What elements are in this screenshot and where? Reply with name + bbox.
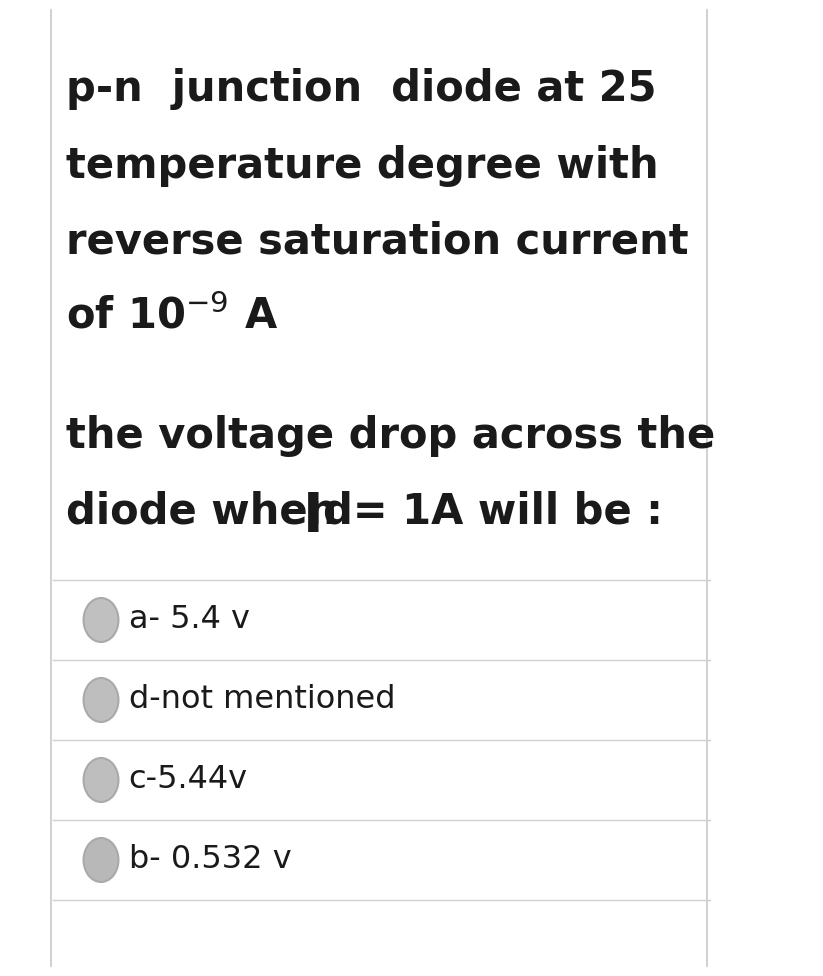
- Text: d= 1A will be :: d= 1A will be :: [323, 490, 663, 532]
- Text: p-n  junction  diode at 25: p-n junction diode at 25: [66, 68, 657, 110]
- Text: d-not mentioned: d-not mentioned: [128, 684, 395, 715]
- Text: c-5.44v: c-5.44v: [128, 764, 248, 795]
- Text: reverse saturation current: reverse saturation current: [66, 220, 689, 262]
- Text: a- 5.4 v: a- 5.4 v: [128, 604, 249, 635]
- Text: diode when: diode when: [66, 490, 352, 532]
- Ellipse shape: [84, 758, 119, 802]
- Ellipse shape: [84, 598, 119, 642]
- Text: of 10$^{-9}$ A: of 10$^{-9}$ A: [66, 295, 278, 338]
- Text: the voltage drop across the: the voltage drop across the: [66, 415, 715, 457]
- Text: b- 0.532 v: b- 0.532 v: [128, 844, 291, 875]
- Text: I: I: [303, 490, 323, 544]
- Ellipse shape: [84, 838, 119, 882]
- Text: temperature degree with: temperature degree with: [66, 145, 658, 187]
- Ellipse shape: [84, 678, 119, 722]
